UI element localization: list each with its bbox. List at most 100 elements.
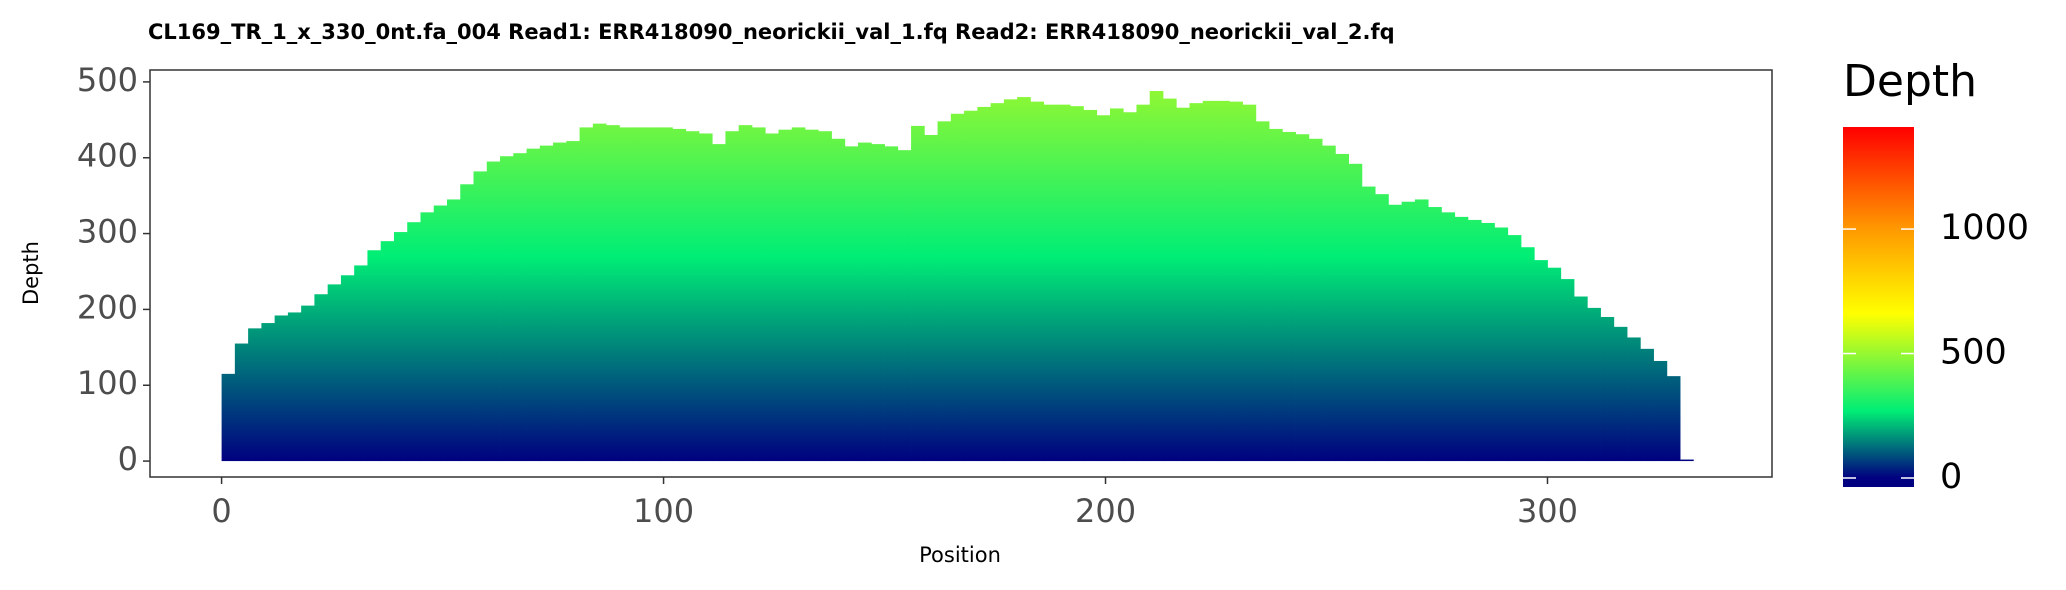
bar xyxy=(1348,163,1363,462)
bar xyxy=(712,144,726,462)
bar xyxy=(1229,101,1243,462)
panel-border xyxy=(149,69,1773,478)
bar xyxy=(1030,101,1045,462)
bar xyxy=(1176,107,1190,462)
bar xyxy=(1282,131,1296,462)
bar xyxy=(977,106,992,462)
bar xyxy=(1600,316,1615,462)
bar xyxy=(990,103,1005,462)
bar xyxy=(1322,145,1336,462)
bar xyxy=(1653,360,1668,462)
bar xyxy=(1255,121,1270,462)
bar xyxy=(950,113,965,462)
bar xyxy=(1414,199,1429,462)
bar xyxy=(579,127,594,462)
colorbar xyxy=(1843,127,1914,487)
bar xyxy=(1666,376,1681,462)
bar xyxy=(327,284,342,462)
bar xyxy=(698,133,713,462)
bar xyxy=(1096,115,1111,462)
bar xyxy=(1109,108,1124,462)
y-tick-label: 500 xyxy=(77,61,138,99)
bar xyxy=(1441,212,1456,462)
x-tick-label: 200 xyxy=(1075,492,1136,530)
bar xyxy=(632,127,647,462)
bar xyxy=(234,343,249,462)
bar xyxy=(831,138,846,462)
bar xyxy=(1640,348,1654,462)
bar xyxy=(420,212,435,462)
bar xyxy=(526,148,541,462)
bar xyxy=(1388,204,1403,462)
bar xyxy=(367,250,382,462)
x-tick-label: 0 xyxy=(211,492,231,530)
bar xyxy=(1083,109,1098,462)
bar xyxy=(539,145,554,462)
bar xyxy=(1361,186,1376,462)
bar xyxy=(1123,112,1137,462)
bar xyxy=(937,121,952,462)
bar xyxy=(964,110,978,462)
x-axis-label: Position xyxy=(919,543,1001,567)
bar xyxy=(500,156,514,462)
bar xyxy=(818,131,832,462)
bar xyxy=(804,129,819,462)
bar xyxy=(1335,153,1350,462)
bar xyxy=(685,131,700,462)
bar xyxy=(844,146,859,462)
bar xyxy=(486,161,501,462)
bar xyxy=(1481,222,1495,462)
bar xyxy=(301,305,315,462)
bar xyxy=(672,128,687,462)
bar xyxy=(858,142,872,462)
bar xyxy=(1216,100,1230,462)
bar xyxy=(354,265,368,462)
bar xyxy=(1574,296,1588,462)
bar xyxy=(1162,98,1177,462)
bar xyxy=(897,150,912,462)
bar xyxy=(1308,138,1323,462)
bar xyxy=(1189,103,1204,462)
bar xyxy=(287,312,302,462)
bar xyxy=(1375,194,1389,462)
bar xyxy=(1401,201,1416,462)
bar xyxy=(1494,227,1509,462)
bar xyxy=(1520,247,1535,462)
bar xyxy=(446,199,461,462)
y-tick-label: 200 xyxy=(77,288,138,326)
bar xyxy=(1149,91,1164,462)
bar xyxy=(1070,106,1084,462)
chart-title: CL169_TR_1_x_330_0nt.fa_004 Read1: ERR41… xyxy=(148,20,1395,44)
bar xyxy=(1136,104,1151,462)
bar xyxy=(1043,104,1058,462)
bar xyxy=(380,241,395,462)
bar xyxy=(1547,267,1562,462)
bar xyxy=(1560,279,1575,462)
x-tick-label: 300 xyxy=(1517,492,1578,530)
legend-label: 1000 xyxy=(1940,208,2029,248)
bar xyxy=(340,275,355,462)
bar xyxy=(791,127,806,462)
bar xyxy=(1587,307,1601,462)
bar xyxy=(751,127,766,462)
bar xyxy=(1295,134,1310,462)
legend-label: 500 xyxy=(1940,333,2007,373)
bar xyxy=(911,125,925,462)
bar xyxy=(778,129,793,462)
bar xyxy=(1428,207,1442,462)
y-tick-label: 0 xyxy=(118,440,138,478)
x-tick-label: 100 xyxy=(633,492,694,530)
bar xyxy=(1269,128,1283,462)
bar xyxy=(645,127,660,462)
bar xyxy=(566,141,580,462)
bar xyxy=(1507,235,1522,462)
bar xyxy=(924,134,938,462)
y-tick-label: 400 xyxy=(77,137,138,175)
legend-title: Depth xyxy=(1843,56,1977,107)
bar xyxy=(274,315,289,462)
y-tick-label: 300 xyxy=(77,213,138,251)
bar xyxy=(460,184,474,462)
bar xyxy=(765,133,779,462)
bar xyxy=(1680,459,1694,462)
bar xyxy=(1202,100,1217,462)
